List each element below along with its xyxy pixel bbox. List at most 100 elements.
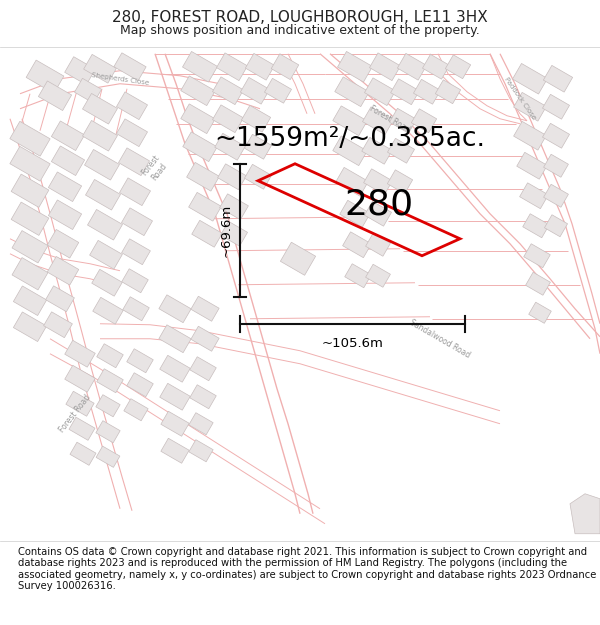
Bar [13,312,47,341]
Bar [190,385,216,409]
Bar [11,174,49,208]
Bar [187,162,220,191]
Text: ~69.6m: ~69.6m [220,204,233,257]
Bar [160,356,190,382]
Bar [47,229,79,258]
Bar [362,138,392,164]
Bar [212,105,244,132]
Text: ~1559m²/~0.385ac.: ~1559m²/~0.385ac. [215,126,485,152]
Text: Contains OS data © Crown copyright and database right 2021. This information is : Contains OS data © Crown copyright and d… [18,546,596,591]
Bar [217,53,248,81]
Bar [116,119,148,147]
Bar [333,136,367,166]
Bar [271,54,299,79]
Bar [370,53,401,81]
Bar [412,109,437,132]
Bar [188,192,221,221]
Bar [244,134,272,159]
Bar [38,81,71,111]
Bar [542,94,569,119]
Bar [245,53,275,80]
Bar [335,168,368,196]
Bar [92,269,122,296]
Bar [83,54,116,83]
Bar [83,121,118,151]
Bar [49,172,82,201]
Bar [212,77,244,104]
Bar [65,57,95,85]
Bar [220,194,248,219]
Bar [118,148,149,176]
Bar [191,326,219,351]
Bar [397,53,427,80]
Bar [49,200,82,229]
Bar [10,146,50,181]
Bar [96,395,120,417]
Bar [520,183,548,209]
Bar [44,312,73,338]
Bar [116,92,148,119]
Bar [544,184,568,208]
Text: Shepherds Close: Shepherds Close [91,72,149,86]
Bar [96,421,120,442]
Bar [161,411,189,436]
Bar [362,107,394,134]
Bar [69,418,95,440]
Bar [391,79,419,104]
Bar [97,344,123,367]
Bar [190,357,216,381]
Bar [159,295,191,322]
Bar [159,325,191,352]
Bar [13,286,47,316]
Bar [160,383,190,410]
Bar [422,54,449,79]
Text: 280, FOREST ROAD, LOUGHBOROUGH, LE11 3HX: 280, FOREST ROAD, LOUGHBOROUGH, LE11 3HX [112,10,488,25]
Bar [74,78,101,103]
Bar [26,60,64,93]
Bar [365,264,391,288]
Bar [523,214,549,238]
Bar [241,78,269,104]
Bar [119,178,151,206]
Bar [345,264,371,288]
Bar [365,233,391,256]
Bar [526,272,550,295]
Bar [215,133,245,160]
Bar [364,201,392,226]
Bar [65,366,95,392]
Bar [52,146,85,176]
Bar [445,55,470,79]
Bar [514,92,547,121]
Bar [343,232,371,258]
Bar [12,258,48,290]
Bar [512,64,547,94]
Bar [388,138,415,163]
Bar [388,170,413,194]
Bar [93,298,123,324]
Bar [338,51,373,82]
Bar [524,244,550,268]
Bar [389,108,416,133]
Bar [47,256,79,285]
Text: ~105.6m: ~105.6m [322,338,383,350]
Bar [70,442,96,465]
Bar [121,208,152,236]
Text: Sandalwood Road: Sandalwood Road [408,318,472,360]
Bar [436,80,461,104]
Bar [364,169,392,194]
Bar [83,94,118,124]
Bar [544,215,568,237]
Bar [335,77,369,107]
Bar [220,221,248,246]
Bar [364,78,395,106]
Bar [544,66,572,92]
Bar [65,341,95,367]
Bar [189,440,213,462]
Bar [10,121,50,156]
Text: Forest Road: Forest Road [58,393,92,434]
Bar [89,241,122,269]
Bar [11,202,49,236]
Bar [192,221,222,247]
Bar [52,121,85,151]
Bar [189,412,213,435]
